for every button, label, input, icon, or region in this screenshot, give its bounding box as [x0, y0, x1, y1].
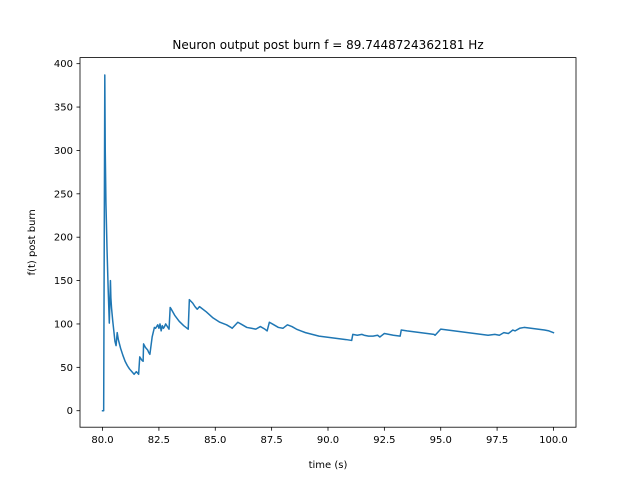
series-layer — [101, 74, 555, 412]
x-tick-label: 87.5 — [261, 435, 283, 446]
x-tick-label: 90.0 — [317, 435, 339, 446]
y-tick-label: 250 — [54, 189, 73, 200]
series-line — [101, 74, 555, 412]
axes-frame — [79, 57, 577, 428]
y-tick-label: 100 — [54, 319, 73, 330]
y-tick-label: 200 — [54, 233, 73, 244]
plot-area — [79, 57, 577, 428]
x-tick-label: 97.5 — [486, 435, 508, 446]
y-tick-label: 350 — [54, 103, 73, 114]
y-tick-label: 0 — [67, 406, 73, 417]
x-tick-label: 80.0 — [91, 435, 113, 446]
x-tick-label: 85.0 — [204, 435, 226, 446]
y-axis-label: f(t) post burn — [27, 209, 38, 275]
x-tick-label: 95.0 — [430, 435, 452, 446]
x-tick-label: 92.5 — [373, 435, 395, 446]
x-tick-label: 82.5 — [148, 435, 170, 446]
chart-title: Neuron output post burn f = 89.744872436… — [172, 38, 483, 52]
y-tick-label: 50 — [60, 363, 73, 374]
x-axis: 80.0 82.5 85.0 87.5 90.0 92.5 95.0 97.5 100.0 — [91, 427, 568, 446]
y-tick-label: 300 — [54, 146, 73, 157]
y-axis: 0 50 100 150 200 250 300 350 400 — [54, 59, 80, 417]
x-axis-label: time (s) — [309, 460, 348, 471]
y-tick-label: 400 — [54, 59, 73, 70]
y-tick-label: 150 — [54, 276, 73, 287]
x-tick-label: 100.0 — [539, 435, 568, 446]
